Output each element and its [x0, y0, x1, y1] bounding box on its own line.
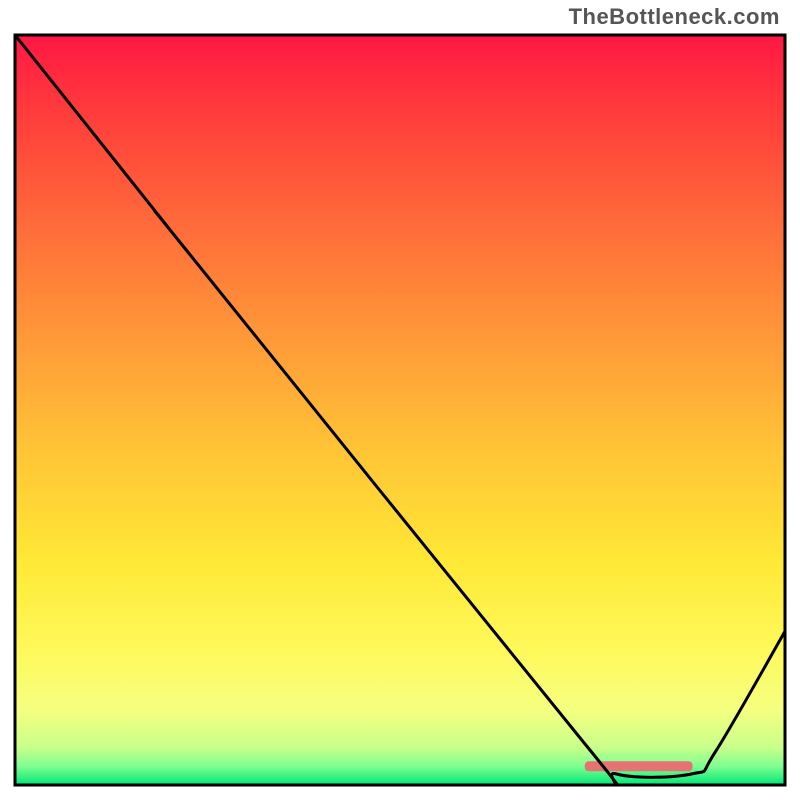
bottleneck-chart — [0, 0, 800, 800]
gradient-background — [15, 35, 785, 785]
chart-container: { "watermark": { "text": "TheBottleneck.… — [0, 0, 800, 800]
